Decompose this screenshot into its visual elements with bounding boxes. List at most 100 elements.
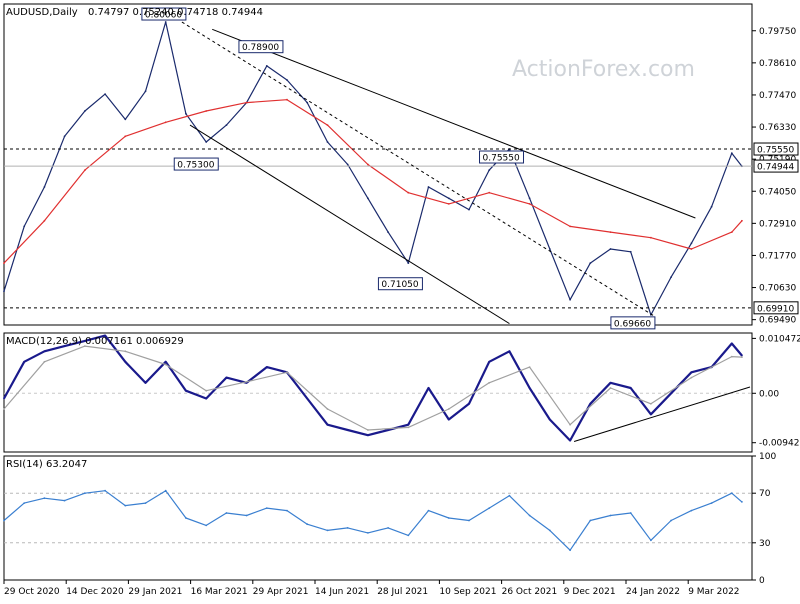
data-point [488,169,491,172]
data-point [43,497,46,500]
series-line [3,99,743,264]
data-point [488,191,491,194]
data-point [23,360,26,363]
data-point [346,163,349,166]
data-point [185,517,187,519]
data-point [609,387,612,389]
data-point [528,514,531,517]
data-point [306,397,309,400]
x-tick-label: 9 Mar 2022 [688,587,739,597]
data-point [407,423,410,426]
data-point [265,507,268,509]
data-point [650,413,652,416]
data-point [205,524,208,527]
data-point [407,191,410,194]
data-point [650,236,652,239]
data-point [326,529,329,532]
data-point [468,208,470,211]
data-point [286,79,288,81]
data-point [488,381,491,384]
price-annotation-label: 0.71050 [381,280,418,290]
data-point [3,262,5,264]
data-point [569,298,571,301]
data-point [730,342,733,345]
data-point [569,549,571,552]
data-point [245,380,248,383]
data-point [367,197,369,200]
price-level-badge [753,142,799,156]
y-tick-label: 30 [759,539,771,549]
data-point [670,276,672,278]
data-point [326,141,329,143]
data-point [124,135,127,138]
data-point [690,509,693,512]
data-point [124,360,127,363]
data-point [144,502,147,504]
y-tick-label: 0.76330 [759,123,796,133]
data-point [124,118,127,121]
price-level-label: 0.75550 [757,146,794,156]
price-annotation-label: 0.75550 [483,154,520,164]
data-point [569,439,571,442]
price-annotation-label: 0.75300 [177,161,214,171]
price-level-badge [753,301,799,315]
y-tick-label: 0 [759,576,765,586]
data-point [164,360,167,363]
data-point [741,356,743,358]
data-point [3,290,5,293]
data-point [710,502,713,504]
series-line [3,334,743,442]
data-point [185,389,187,392]
y-tick-label: 70 [759,489,771,499]
data-point [650,539,652,542]
data-point [124,504,127,507]
data-point [84,492,86,495]
data-point [63,345,66,347]
y-tick-label: 0.79750 [759,27,796,37]
panel-frame-1 [3,332,753,453]
data-point [23,225,26,228]
data-point [326,124,329,126]
rsi-title: RSI(14) 63.2047 [6,459,87,470]
data-point [508,350,511,353]
data-point [286,509,288,512]
trendline [189,124,510,325]
data-point [104,489,106,492]
data-point [225,376,228,379]
price-annotation-box [173,157,219,171]
data-point [427,387,430,389]
y-tick-label: 0.010472 [759,334,800,344]
data-point [528,197,531,200]
data-point [306,523,309,526]
data-point [690,242,693,245]
data-point [84,340,86,342]
trendline [181,21,656,317]
x-tick-label: 29 Jan 2021 [128,587,182,597]
data-point [205,141,208,143]
data-point [447,197,450,200]
data-point [447,418,450,421]
data-point [387,231,389,234]
y-tick-label: 0.78610 [759,59,796,69]
price-annotation-box [610,316,656,330]
data-point [741,219,743,222]
data-point [569,423,571,426]
data-point [690,371,693,374]
price-annotation-label: 0.78900 [242,43,279,53]
data-point [245,514,248,517]
price-annotation-box [479,150,525,164]
data-point [407,426,410,429]
series-line [3,21,743,316]
data-point [164,363,167,366]
data-point [84,110,86,112]
data-point [326,408,329,410]
x-tick-label: 29 Oct 2020 [4,587,60,597]
data-point [548,248,551,250]
data-point [407,262,410,264]
data-point [225,512,228,514]
data-point [407,534,410,537]
data-point [286,98,288,101]
price-annotation-label: 0.80060 [145,11,182,21]
